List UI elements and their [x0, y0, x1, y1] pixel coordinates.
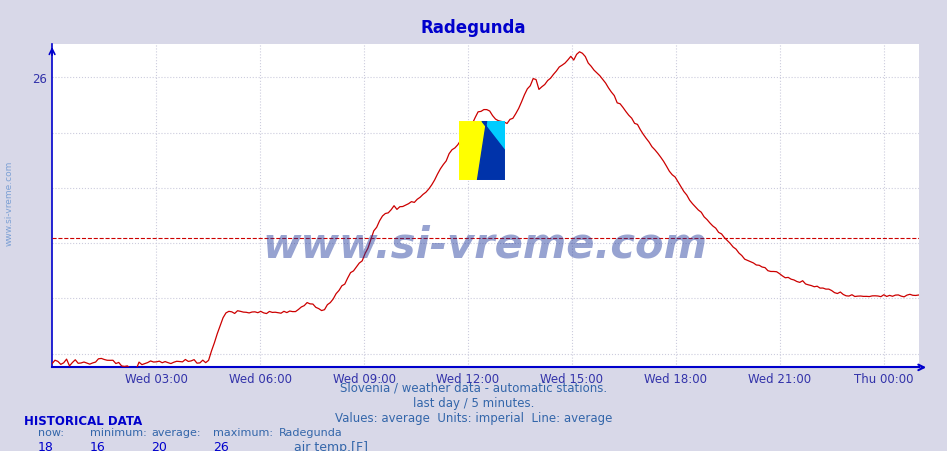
Text: now:: now:	[38, 428, 63, 437]
Text: 20: 20	[152, 440, 168, 451]
Text: average:: average:	[152, 428, 201, 437]
Text: minimum:: minimum:	[90, 428, 147, 437]
Text: www.si-vreme.com: www.si-vreme.com	[263, 224, 707, 266]
Text: maximum:: maximum:	[213, 428, 273, 437]
Text: www.si-vreme.com: www.si-vreme.com	[5, 161, 14, 245]
Text: last day / 5 minutes.: last day / 5 minutes.	[413, 396, 534, 409]
Text: Radegunda: Radegunda	[420, 19, 527, 37]
Text: Radegunda: Radegunda	[279, 428, 343, 437]
Polygon shape	[459, 122, 487, 180]
Text: air temp.[F]: air temp.[F]	[294, 440, 367, 451]
Text: 18: 18	[38, 440, 54, 451]
Text: 16: 16	[90, 440, 106, 451]
Text: 26: 26	[213, 440, 229, 451]
Polygon shape	[482, 122, 505, 151]
Text: Values: average  Units: imperial  Line: average: Values: average Units: imperial Line: av…	[335, 411, 612, 424]
Polygon shape	[477, 122, 505, 180]
Text: HISTORICAL DATA: HISTORICAL DATA	[24, 414, 142, 427]
Text: Slovenia / weather data - automatic stations.: Slovenia / weather data - automatic stat…	[340, 381, 607, 394]
